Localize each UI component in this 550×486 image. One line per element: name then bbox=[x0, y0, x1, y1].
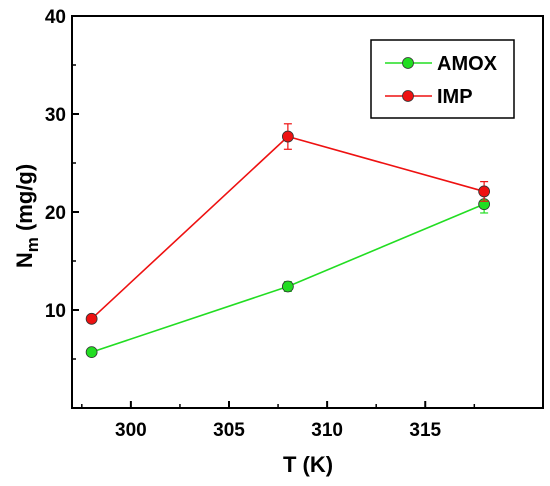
y-tick-label: 40 bbox=[45, 7, 66, 28]
series-layer bbox=[85, 123, 491, 359]
y-axis-title-rest: (mg/g) bbox=[12, 164, 37, 237]
legend-box bbox=[370, 39, 515, 119]
x-axis: 300 305 310 315 bbox=[81, 401, 476, 441]
data-point-amox bbox=[85, 346, 98, 359]
data-point-imp bbox=[478, 185, 491, 198]
series-line-amox bbox=[91, 203, 485, 353]
y-tick-label: 30 bbox=[45, 105, 66, 126]
legend-label-amox: AMOX bbox=[437, 53, 498, 75]
x-tick-label: 310 bbox=[311, 420, 343, 441]
y-tick-label: 20 bbox=[45, 203, 66, 224]
x-tick-label: 315 bbox=[409, 420, 441, 441]
y-axis-title-sub: m bbox=[23, 237, 42, 252]
y-axis: 10 20 30 40 bbox=[45, 7, 79, 360]
y-axis-title: Nm (mg/g) bbox=[12, 164, 42, 268]
legend: AMOX IMP bbox=[370, 39, 515, 119]
data-point-imp bbox=[281, 130, 294, 143]
x-axis-title: T (K) bbox=[283, 452, 333, 477]
x-tick-label: 305 bbox=[213, 420, 245, 441]
y-tick-label: 10 bbox=[45, 301, 66, 322]
y-axis-title-main: N bbox=[12, 252, 37, 268]
legend-marker-amox bbox=[402, 57, 414, 69]
legend-label-imp: IMP bbox=[437, 86, 473, 108]
legend-marker-imp bbox=[402, 90, 414, 102]
data-point-imp bbox=[85, 312, 98, 325]
data-point-amox bbox=[281, 280, 294, 293]
x-tick-label: 300 bbox=[115, 420, 147, 441]
